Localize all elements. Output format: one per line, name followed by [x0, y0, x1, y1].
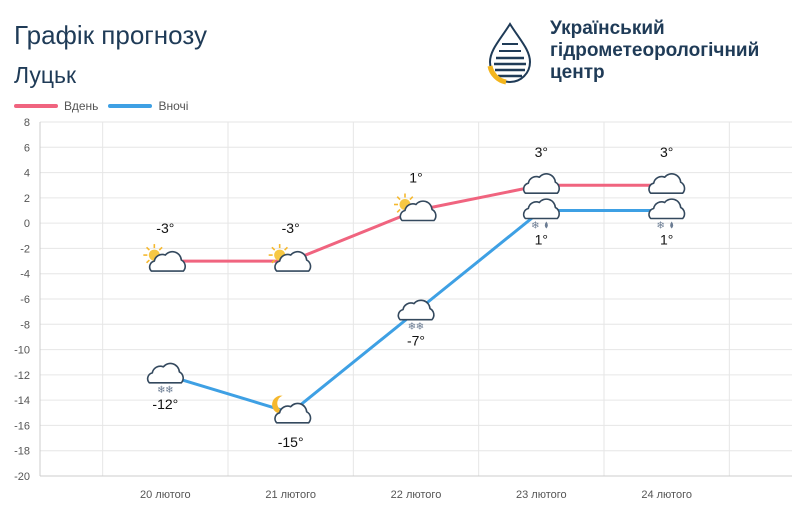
legend-label-day: Вдень — [64, 99, 99, 113]
sun-ray — [271, 246, 276, 251]
night-temp-label: -15° — [278, 434, 304, 450]
cloud-snow-icon — [397, 299, 435, 321]
cloud-icon — [648, 173, 686, 195]
logo-line-1: Український — [550, 18, 665, 39]
y-tick-label: 0 — [24, 218, 30, 230]
cloud-shape — [397, 299, 435, 321]
logo-line-2: гідрометеорологічний — [550, 40, 760, 61]
sun-ray — [396, 196, 401, 201]
day-temp-label: -3° — [282, 220, 300, 236]
raindrop — [670, 221, 674, 229]
day-temp-label: 3° — [660, 144, 673, 160]
day-temp-label: 1° — [409, 170, 422, 186]
x-tick-label: 24 лютого — [641, 489, 692, 501]
cloud-sleet-icon — [522, 198, 560, 220]
y-tick-label: -4 — [20, 269, 30, 281]
cloud-shape — [148, 250, 186, 272]
legend-swatch-day — [14, 104, 58, 108]
y-tick-label: 2 — [24, 193, 30, 205]
legend-swatch-night — [108, 104, 153, 108]
cloud-shape — [522, 198, 560, 220]
legend-item-day[interactable]: Вдень — [14, 99, 98, 113]
cloud-shape — [522, 173, 560, 195]
day-temp-label: 3° — [535, 144, 548, 160]
legend-label-night: Вночі — [158, 99, 189, 113]
sun-cloud-icon — [394, 193, 437, 222]
precipitation-icon: ❄ — [531, 221, 548, 232]
night-temp-label: -12° — [152, 396, 178, 412]
y-tick-label: 6 — [24, 142, 30, 154]
cloud-icon — [522, 173, 560, 195]
snowflake: ❄ — [408, 322, 416, 333]
cloud-sleet-icon — [648, 198, 686, 220]
night-temp-label: 1° — [535, 232, 548, 248]
cloud-shape — [648, 173, 686, 195]
y-tick-label: 8 — [24, 117, 30, 129]
snowflake: ❄ — [416, 322, 424, 333]
chart-legend: Вдень Вночі — [14, 99, 198, 113]
y-tick-label: -12 — [14, 370, 30, 382]
y-tick-label: -18 — [14, 446, 30, 458]
precipitation-icon: ❄ ❄ — [157, 385, 173, 396]
cloud-shape — [146, 362, 184, 384]
hydromet-logo-icon — [487, 22, 532, 85]
y-tick-label: -8 — [20, 319, 30, 331]
cloud-shape — [274, 402, 312, 424]
sun-ray — [271, 259, 276, 264]
cloud-shape — [274, 250, 312, 272]
y-tick-label: -10 — [14, 345, 30, 357]
y-tick-label: 4 — [24, 168, 30, 180]
precipitation-icon: ❄ — [656, 221, 674, 232]
snowflake: ❄ — [165, 385, 173, 396]
x-tick-label: 20 лютого — [140, 489, 191, 501]
logo-line-3: центр — [550, 62, 605, 83]
raindrop — [544, 221, 548, 229]
y-tick-label: -2 — [20, 243, 30, 255]
sun-ray — [409, 196, 414, 201]
night-temp-label: 1° — [660, 232, 673, 248]
snowflake: ❄ — [656, 221, 664, 232]
sun-ray — [145, 259, 150, 264]
snowflake: ❄ — [157, 385, 165, 396]
cloud-snow-icon — [146, 362, 184, 384]
y-tick-label: -14 — [14, 395, 30, 407]
x-tick-label: 21 лютого — [265, 489, 316, 501]
sun-cloud-icon — [268, 244, 312, 272]
moon-cloud-icon — [272, 395, 312, 424]
y-tick-label: -20 — [14, 471, 30, 483]
sun-ray — [396, 208, 401, 213]
sun-cloud-icon — [143, 244, 186, 272]
moon-shape — [272, 395, 288, 414]
sun-ray — [145, 246, 150, 251]
night-temp-label: -7° — [407, 333, 425, 349]
page-title: Графік прогнозу — [14, 20, 207, 50]
y-tick-label: -16 — [14, 420, 30, 432]
sun-ray — [158, 246, 163, 251]
sun-ray — [284, 246, 289, 251]
logo: Український гідрометеорологічний центр — [486, 18, 786, 88]
day-temp-label: -3° — [156, 220, 174, 236]
y-tick-label: -6 — [20, 294, 30, 306]
city-name: Луцьк — [14, 62, 77, 88]
snowflake: ❄ — [531, 221, 539, 232]
legend-item-night[interactable]: Вночі — [108, 99, 188, 113]
x-tick-label: 23 лютого — [516, 489, 567, 501]
precipitation-icon: ❄ ❄ — [408, 322, 424, 333]
cloud-shape — [399, 200, 437, 222]
logo-text: Український гідрометеорологічний центр — [550, 18, 759, 84]
cloud-shape — [648, 198, 686, 220]
x-tick-label: 22 лютого — [391, 489, 442, 501]
